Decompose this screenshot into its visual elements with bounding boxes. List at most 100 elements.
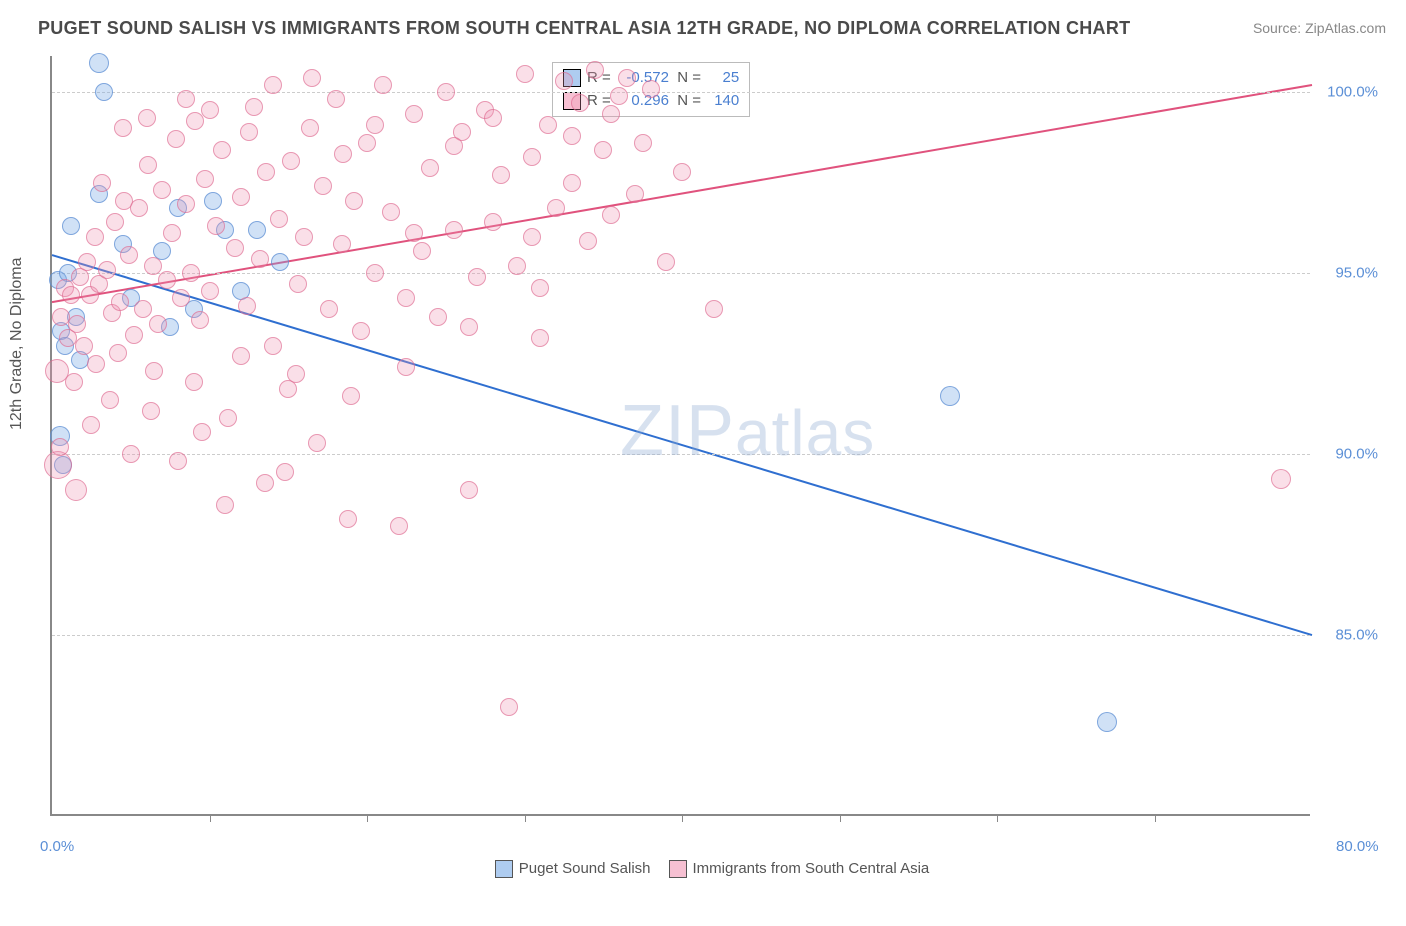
data-point <box>51 438 69 456</box>
data-point <box>109 344 127 362</box>
x-tick-mark <box>1155 814 1156 822</box>
data-point <box>571 94 589 112</box>
data-point <box>397 358 415 376</box>
legend-label: Puget Sound Salish <box>519 860 651 877</box>
data-point <box>276 463 294 481</box>
data-point <box>193 423 211 441</box>
data-point <box>563 127 581 145</box>
source-label: Source: ZipAtlas.com <box>1253 20 1386 36</box>
data-point <box>358 134 376 152</box>
data-point <box>421 159 439 177</box>
data-point <box>333 235 351 253</box>
data-point <box>182 264 200 282</box>
x-tick-mark <box>525 814 526 822</box>
data-point <box>270 210 288 228</box>
data-point <box>120 246 138 264</box>
data-point <box>390 517 408 535</box>
data-point <box>62 217 80 235</box>
data-point <box>500 698 518 716</box>
gridline <box>52 635 1310 636</box>
data-point <box>153 181 171 199</box>
data-point <box>134 300 152 318</box>
data-point <box>138 109 156 127</box>
data-point <box>705 300 723 318</box>
x-tick-mark <box>840 814 841 822</box>
data-point <box>87 355 105 373</box>
y-tick-label: 90.0% <box>1335 446 1378 463</box>
legend-swatch <box>669 860 687 878</box>
data-point <box>314 177 332 195</box>
data-point <box>191 311 209 329</box>
data-point <box>232 347 250 365</box>
data-point <box>445 137 463 155</box>
data-point <box>264 337 282 355</box>
data-point <box>602 206 620 224</box>
data-point <box>78 253 96 271</box>
data-point <box>1097 712 1117 732</box>
data-point <box>89 53 109 73</box>
data-point <box>287 365 305 383</box>
data-point <box>508 257 526 275</box>
data-point <box>460 318 478 336</box>
data-point <box>95 83 113 101</box>
data-point <box>468 268 486 286</box>
data-point <box>142 402 160 420</box>
data-point <box>282 152 300 170</box>
data-point <box>145 362 163 380</box>
data-point <box>65 373 83 391</box>
data-point <box>82 416 100 434</box>
data-point <box>405 105 423 123</box>
data-point <box>232 188 250 206</box>
data-point <box>257 163 275 181</box>
data-point <box>256 474 274 492</box>
data-point <box>352 322 370 340</box>
data-point <box>238 297 256 315</box>
data-point <box>226 239 244 257</box>
data-point <box>185 373 203 391</box>
data-point <box>289 275 307 293</box>
data-point <box>1271 469 1291 489</box>
x-tick-mark <box>367 814 368 822</box>
legend-swatch <box>495 860 513 878</box>
data-point <box>429 308 447 326</box>
data-point <box>586 61 604 79</box>
data-point <box>547 199 565 217</box>
data-point <box>405 224 423 242</box>
gridline <box>52 273 1310 274</box>
data-point <box>308 434 326 452</box>
data-point <box>139 156 157 174</box>
legend-label: Immigrants from South Central Asia <box>693 860 930 877</box>
data-point <box>460 481 478 499</box>
data-point <box>345 192 363 210</box>
data-point <box>169 452 187 470</box>
data-point <box>213 141 231 159</box>
data-point <box>144 257 162 275</box>
data-point <box>163 224 181 242</box>
data-point <box>366 264 384 282</box>
data-point <box>492 166 510 184</box>
x-tick-80: 80.0% <box>1336 838 1406 926</box>
data-point <box>523 148 541 166</box>
data-point <box>177 195 195 213</box>
data-point <box>634 134 652 152</box>
data-point <box>413 242 431 260</box>
data-point <box>610 87 628 105</box>
data-point <box>149 315 167 333</box>
data-point <box>397 289 415 307</box>
data-point <box>594 141 612 159</box>
data-point <box>114 119 132 137</box>
data-point <box>618 69 636 87</box>
data-point <box>563 174 581 192</box>
data-point <box>130 199 148 217</box>
data-point <box>65 479 87 501</box>
data-point <box>172 289 190 307</box>
x-tick-mark <box>210 814 211 822</box>
data-point <box>657 253 675 271</box>
data-point <box>484 213 502 231</box>
data-point <box>158 271 176 289</box>
data-point <box>216 496 234 514</box>
data-point <box>523 228 541 246</box>
data-point <box>207 217 225 235</box>
x-tick-mark <box>682 814 683 822</box>
data-point <box>602 105 620 123</box>
